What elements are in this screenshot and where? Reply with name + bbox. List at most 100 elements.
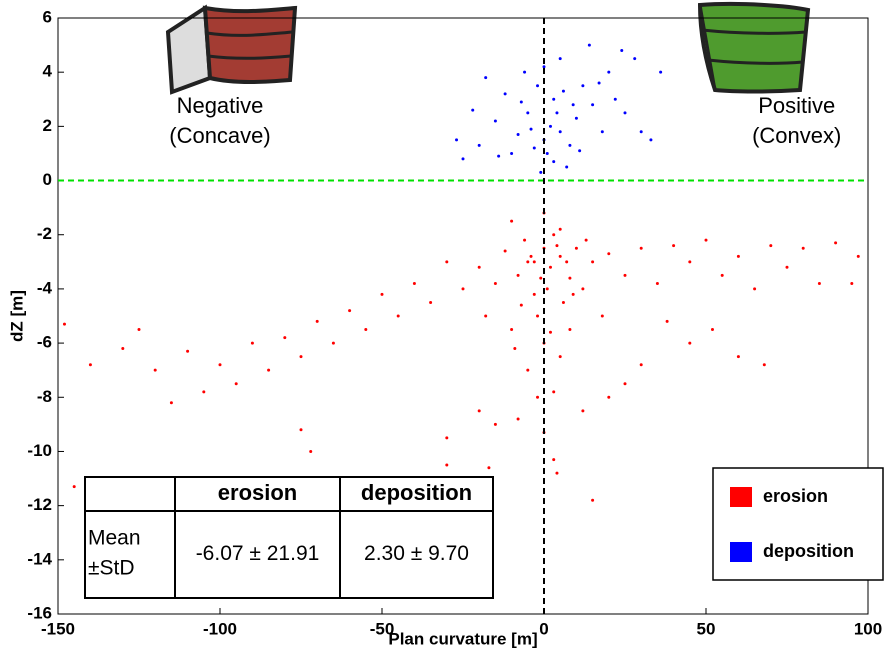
point bbox=[309, 449, 313, 453]
point bbox=[571, 292, 575, 296]
point bbox=[736, 254, 740, 258]
y-tick-label: 0 bbox=[43, 170, 52, 189]
point bbox=[234, 382, 238, 386]
point bbox=[497, 154, 501, 158]
point bbox=[568, 328, 572, 332]
point bbox=[558, 130, 562, 134]
point bbox=[574, 246, 578, 250]
point bbox=[445, 260, 449, 264]
y-tick-label: -4 bbox=[37, 278, 53, 297]
point bbox=[568, 276, 572, 280]
point bbox=[623, 273, 627, 277]
annotation: Positive bbox=[758, 93, 835, 118]
point bbox=[568, 143, 572, 147]
y-tick-label: -16 bbox=[27, 603, 52, 622]
y-tick-label: -12 bbox=[27, 495, 52, 514]
point bbox=[548, 265, 552, 269]
point bbox=[736, 355, 740, 359]
point bbox=[477, 143, 481, 147]
point bbox=[503, 249, 507, 253]
point bbox=[484, 314, 488, 318]
y-tick-label: 6 bbox=[43, 7, 52, 26]
point bbox=[649, 138, 653, 142]
point bbox=[545, 287, 549, 291]
x-tick-label: 50 bbox=[697, 619, 716, 638]
point bbox=[558, 355, 562, 359]
point bbox=[623, 382, 627, 386]
point bbox=[396, 314, 400, 318]
x-tick-label: -50 bbox=[370, 619, 395, 638]
point bbox=[519, 303, 523, 307]
point bbox=[753, 287, 757, 291]
point bbox=[487, 466, 491, 470]
point bbox=[510, 328, 514, 332]
point bbox=[548, 124, 552, 128]
point bbox=[710, 328, 714, 332]
point bbox=[817, 281, 821, 285]
point bbox=[153, 368, 157, 372]
point bbox=[250, 341, 254, 345]
point bbox=[218, 363, 222, 367]
point bbox=[613, 97, 617, 101]
point bbox=[555, 111, 559, 115]
point bbox=[532, 260, 536, 264]
point bbox=[477, 409, 481, 413]
point bbox=[552, 458, 556, 462]
point bbox=[121, 347, 125, 351]
point bbox=[552, 233, 556, 237]
point bbox=[607, 395, 611, 399]
point bbox=[600, 314, 604, 318]
point bbox=[529, 254, 533, 258]
point bbox=[283, 336, 287, 340]
point bbox=[526, 260, 530, 264]
point bbox=[607, 70, 611, 74]
x-tick-label: -100 bbox=[203, 619, 237, 638]
point bbox=[526, 368, 530, 372]
point bbox=[639, 363, 643, 367]
annotation: (Concave) bbox=[169, 123, 270, 148]
y-tick-label: -8 bbox=[37, 387, 52, 406]
y-tick-label: 4 bbox=[43, 62, 53, 81]
point bbox=[516, 273, 520, 277]
table-row-label: ±StD bbox=[88, 557, 135, 580]
annotation: (Convex) bbox=[752, 123, 841, 148]
point bbox=[169, 401, 173, 405]
point bbox=[364, 328, 368, 332]
point bbox=[633, 57, 637, 61]
point bbox=[659, 70, 663, 74]
point bbox=[555, 471, 559, 475]
point bbox=[561, 300, 565, 304]
point bbox=[565, 165, 569, 169]
point bbox=[591, 260, 595, 264]
point bbox=[471, 108, 475, 112]
x-tick-label: -150 bbox=[41, 619, 75, 638]
point bbox=[493, 119, 497, 123]
point bbox=[267, 368, 271, 372]
point bbox=[597, 81, 601, 85]
point bbox=[587, 43, 591, 47]
legend-label: erosion bbox=[763, 486, 828, 506]
point bbox=[493, 422, 497, 426]
legend-label: deposition bbox=[763, 541, 854, 561]
point bbox=[581, 84, 585, 88]
point bbox=[762, 363, 766, 367]
y-tick-label: -14 bbox=[27, 549, 52, 568]
point bbox=[555, 244, 559, 248]
table-bg bbox=[84, 476, 494, 599]
annotation: Negative bbox=[177, 93, 264, 118]
point bbox=[445, 436, 449, 440]
point bbox=[186, 349, 190, 353]
legend-swatch bbox=[730, 487, 752, 507]
point bbox=[519, 100, 523, 104]
point bbox=[688, 341, 692, 345]
point bbox=[445, 463, 449, 467]
legend-swatch bbox=[730, 542, 752, 562]
point bbox=[620, 49, 624, 53]
concave-icon bbox=[165, 4, 298, 95]
point bbox=[561, 89, 565, 93]
point bbox=[558, 254, 562, 258]
point bbox=[523, 238, 527, 242]
x-axis-label: Plan curvature [m] bbox=[388, 629, 537, 648]
point bbox=[672, 244, 676, 248]
x-tick-label: 100 bbox=[854, 619, 882, 638]
